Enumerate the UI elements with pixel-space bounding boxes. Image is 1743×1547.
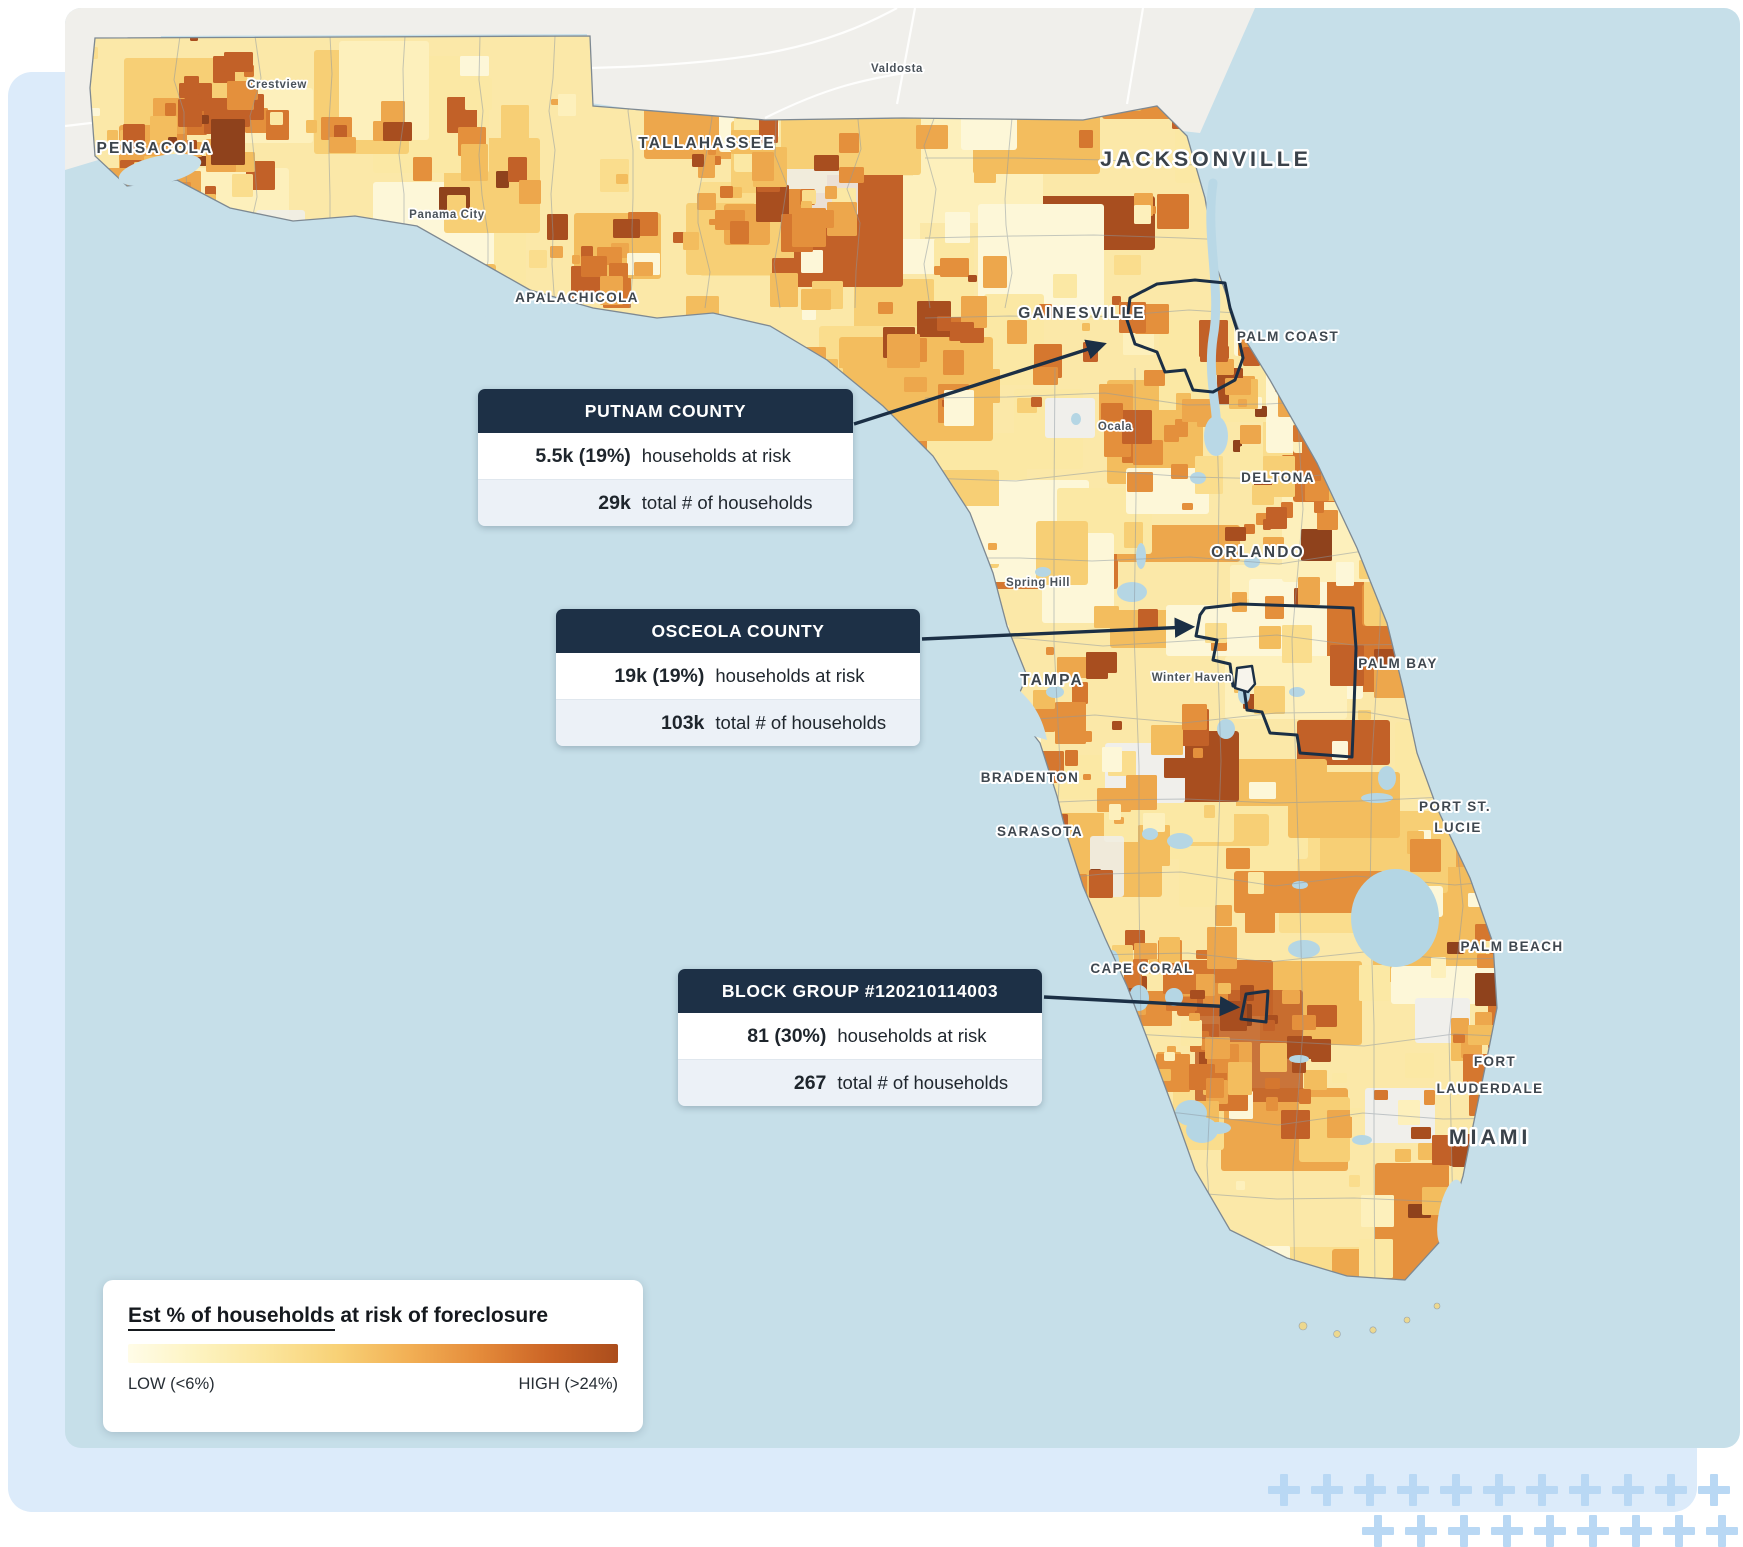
plus-icon (1311, 1474, 1343, 1506)
plus-icon (1620, 1515, 1652, 1547)
county-highlight-putnam[interactable] (1125, 278, 1245, 394)
stat-row: 267 total # of households (678, 1059, 1042, 1106)
city-label-apalachicola: APALACHICOLA (515, 290, 639, 305)
legend-high-label: HIGH (>24%) (518, 1375, 618, 1393)
legend-title-underlined: Est % of households (128, 1304, 335, 1331)
lake-okeechobee (1351, 869, 1439, 967)
plus-icon (1706, 1515, 1738, 1547)
plus-icon (1655, 1474, 1687, 1506)
city-label-palm-coast: PALM COAST (1237, 329, 1339, 344)
city-labels: PENSACOLA Crestview Panama City APALACHICOL… (94, 61, 1564, 1151)
stat-row: 19k (19%) households at risk (556, 653, 920, 699)
plus-icon (1534, 1515, 1566, 1547)
callout-title: BLOCK GROUP #120210114003 (678, 969, 1042, 1013)
plus-icon (1569, 1474, 1601, 1506)
city-label-cape-coral: CAPE CORAL (1090, 961, 1193, 976)
total-households-value: 267 (793, 1071, 827, 1094)
households-at-risk-label: households at risk (837, 1025, 987, 1046)
bays-and-inlets (118, 153, 1463, 1247)
city-label-jacksonville: JACKSONVILLE (1100, 147, 1312, 171)
plus-icon (1354, 1474, 1386, 1506)
plus-icon (1397, 1474, 1429, 1506)
stat-row: 29k total # of households (478, 479, 853, 526)
callout-block-group: BLOCK GROUP #120210114003 81 (30%) house… (678, 969, 1042, 1106)
total-households-label: total # of households (715, 712, 887, 733)
city-label-orlando: ORLANDO (1211, 544, 1305, 561)
city-label-lauderdale: LAUDERDALE (1437, 1081, 1544, 1096)
city-label-palm-beach: PALM BEACH (1461, 939, 1564, 954)
municipality-cutout (1233, 664, 1257, 694)
plus-icon (1663, 1515, 1695, 1547)
county-highlight-osceola[interactable] (1194, 602, 1358, 759)
callout-arrow-osceola (921, 617, 1196, 641)
callout-putnam-county: PUTNAM COUNTY 5.5k (19%) households at r… (478, 389, 853, 526)
plus-icon (1268, 1474, 1300, 1506)
legend-title: Est % of households at risk of foreclosu… (128, 1304, 618, 1331)
callout-title: OSCEOLA COUNTY (556, 609, 920, 653)
households-at-risk-value: 81 (30%) (747, 1024, 827, 1047)
legend-gradient-bar (128, 1344, 618, 1363)
florida-choropleth-map[interactable]: PENSACOLA Crestview Panama City APALACHICOL… (65, 8, 1740, 1448)
city-label-winter-haven: Winter Haven (1152, 672, 1233, 684)
legend: Est % of households at risk of foreclosu… (103, 1280, 643, 1432)
plus-icon (1448, 1515, 1480, 1547)
city-label-pensacola: PENSACOLA (96, 140, 213, 157)
city-label-palm-bay: PALM BAY (1358, 656, 1437, 671)
city-label-bradenton: BRADENTON (981, 770, 1080, 785)
plus-icon (1405, 1515, 1437, 1547)
total-households-label: total # of households (641, 492, 813, 513)
city-label-gainesville: GAINESVILLE (1018, 305, 1146, 322)
total-households-value: 103k (661, 711, 705, 734)
city-label-deltona: DELTONA (1241, 470, 1315, 485)
legend-low-label: LOW (<6%) (128, 1375, 215, 1393)
stat-row: 103k total # of households (556, 699, 920, 746)
city-label-lucie: LUCIE (1434, 820, 1482, 835)
florida-keys (1298, 1302, 1441, 1338)
households-at-risk-label: households at risk (715, 665, 865, 686)
city-label-ocala: Ocala (1098, 421, 1132, 433)
total-households-value: 29k (598, 491, 631, 514)
households-at-risk-value: 5.5k (19%) (535, 444, 631, 467)
callout-arrow-block-group (1043, 995, 1241, 1017)
plus-icon (1577, 1515, 1609, 1547)
city-label-port-st-: PORT ST. (1419, 799, 1491, 814)
households-at-risk-label: households at risk (641, 445, 791, 466)
st-johns-river (1204, 178, 1228, 456)
city-label-tampa: TAMPA (1020, 672, 1084, 689)
city-label-valdosta: Valdosta (871, 63, 923, 75)
plus-pattern-row-2 (1362, 1515, 1738, 1547)
plus-pattern-row-1 (1268, 1474, 1730, 1506)
stat-row: 5.5k (19%) households at risk (478, 433, 853, 479)
callout-title: PUTNAM COUNTY (478, 389, 853, 433)
block-group-highlight[interactable] (1239, 989, 1270, 1024)
plus-icon (1698, 1474, 1730, 1506)
plus-icon (1362, 1515, 1394, 1547)
city-label-miami: MIAMI (1449, 1125, 1531, 1149)
legend-title-rest: at risk of foreclosure (334, 1304, 549, 1327)
callout-arrow-putnam (853, 339, 1107, 426)
callout-osceola-county: OSCEOLA COUNTY 19k (19%) households at r… (556, 609, 920, 746)
total-households-label: total # of households (837, 1072, 1009, 1093)
plus-icon (1483, 1474, 1515, 1506)
city-label-fort: FORT (1474, 1054, 1516, 1069)
stat-row: 81 (30%) households at risk (678, 1013, 1042, 1059)
city-label-spring-hill: Spring Hill (1006, 577, 1070, 589)
city-label-panama-city: Panama City (409, 209, 485, 221)
city-label-sarasota: SARASOTA (997, 824, 1083, 839)
city-label-tallahassee: TALLAHASSEE (638, 135, 776, 152)
households-at-risk-value: 19k (19%) (614, 664, 705, 687)
plus-icon (1612, 1474, 1644, 1506)
plus-icon (1440, 1474, 1472, 1506)
plus-icon (1491, 1515, 1523, 1547)
plus-icon (1526, 1474, 1558, 1506)
city-label-crestview: Crestview (247, 79, 307, 91)
